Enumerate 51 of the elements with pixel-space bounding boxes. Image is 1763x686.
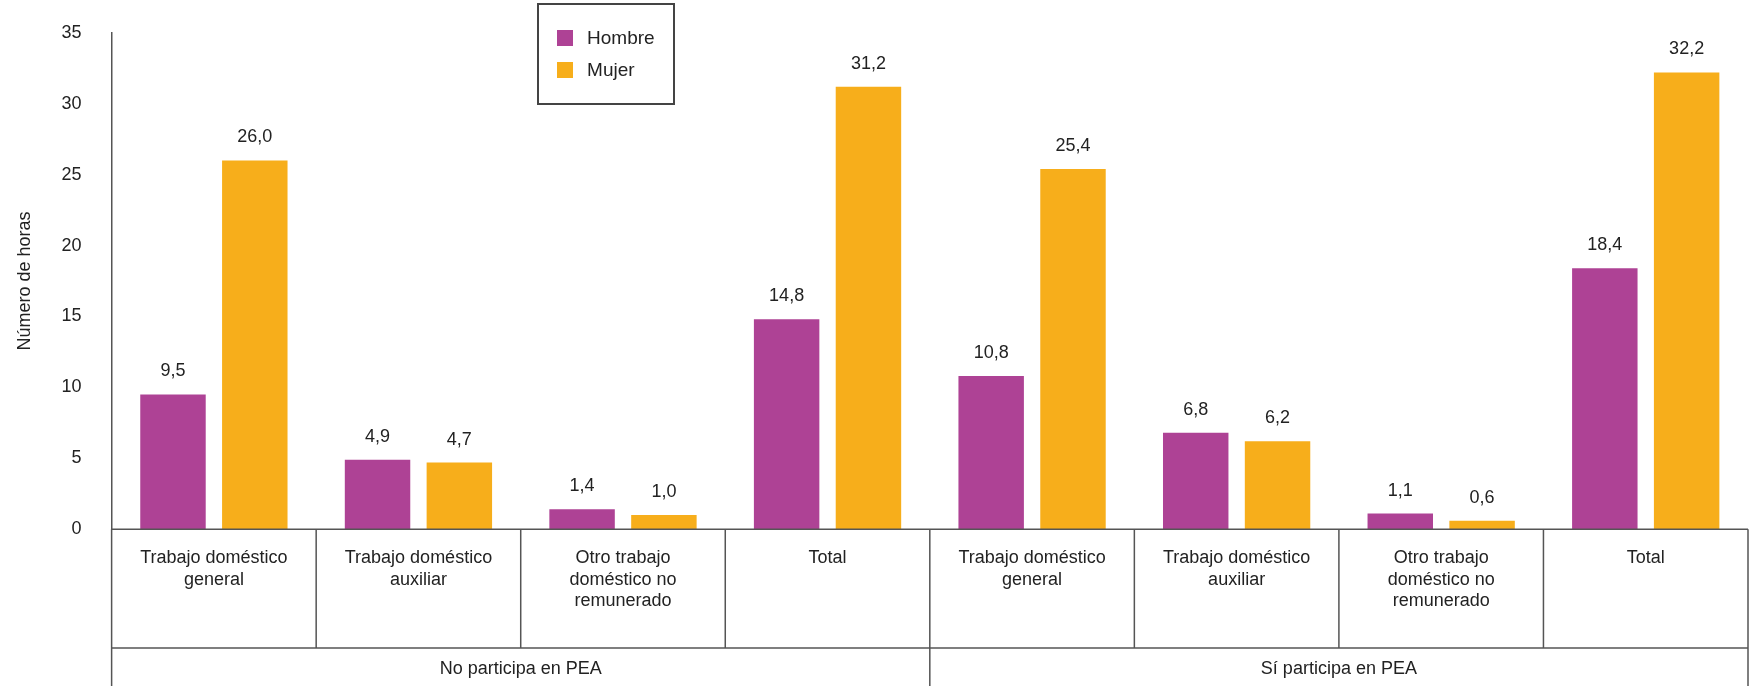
bar xyxy=(426,462,493,530)
data-label: 1,4 xyxy=(569,475,595,496)
data-label: 0,6 xyxy=(1469,486,1495,507)
bar xyxy=(958,376,1024,530)
bar xyxy=(549,509,615,530)
data-label: 14,8 xyxy=(769,285,805,306)
x-tick-label: Trabajo doméstico auxiliar xyxy=(1162,546,1311,589)
bar xyxy=(1040,168,1106,530)
data-label: 26,0 xyxy=(237,126,273,147)
data-label: 10,8 xyxy=(973,341,1009,362)
data-label: 32,2 xyxy=(1669,38,1705,59)
x-tick-label: Trabajo doméstico general xyxy=(140,546,288,589)
y-tick-label: 10 xyxy=(61,376,82,397)
x-tick-label: Trabajo doméstico auxiliar xyxy=(344,546,493,589)
data-label: 9,5 xyxy=(160,360,186,381)
data-label: 6,8 xyxy=(1183,398,1209,419)
data-label: 1,1 xyxy=(1387,479,1413,500)
y-tick-label: 30 xyxy=(61,92,82,113)
y-tick-label: 0 xyxy=(71,518,82,539)
bar xyxy=(1162,432,1229,530)
bar xyxy=(753,319,820,530)
bar xyxy=(1244,441,1311,530)
data-label: 4,9 xyxy=(365,425,391,446)
text: No participa en PEA xyxy=(439,657,602,678)
text: Sí participa en PEA xyxy=(1260,657,1417,678)
bar xyxy=(140,394,206,530)
data-label: 25,4 xyxy=(1055,134,1091,155)
bar xyxy=(344,459,411,530)
bar xyxy=(1653,72,1720,530)
data-label: 31,2 xyxy=(850,52,886,73)
legend-label: Mujer xyxy=(587,58,635,81)
y-tick-label: 15 xyxy=(61,305,82,326)
bar xyxy=(631,515,697,530)
bar xyxy=(835,86,902,530)
y-tick-label: 35 xyxy=(61,21,82,42)
data-label: 18,4 xyxy=(1587,234,1623,255)
bar xyxy=(1572,268,1638,530)
legend-label: Hombre xyxy=(587,26,655,49)
x-tick-label: Otro trabajo doméstico no remunerado xyxy=(569,546,677,611)
bar xyxy=(222,160,288,530)
y-tick-label: 20 xyxy=(61,234,82,255)
data-label: 4,7 xyxy=(446,428,472,449)
x-tick-label: Total xyxy=(1626,546,1665,567)
y-axis-title: Número de horas xyxy=(13,211,34,351)
y-tick-label: 25 xyxy=(61,163,82,184)
data-label: 6,2 xyxy=(1265,407,1291,428)
data-label: 1,0 xyxy=(651,480,677,501)
y-tick-label: 5 xyxy=(71,447,82,468)
x-tick-label: Trabajo doméstico general xyxy=(958,546,1106,589)
x-tick-label: Otro trabajo doméstico no remunerado xyxy=(1387,546,1495,611)
x-tick-label: Total xyxy=(808,546,847,567)
